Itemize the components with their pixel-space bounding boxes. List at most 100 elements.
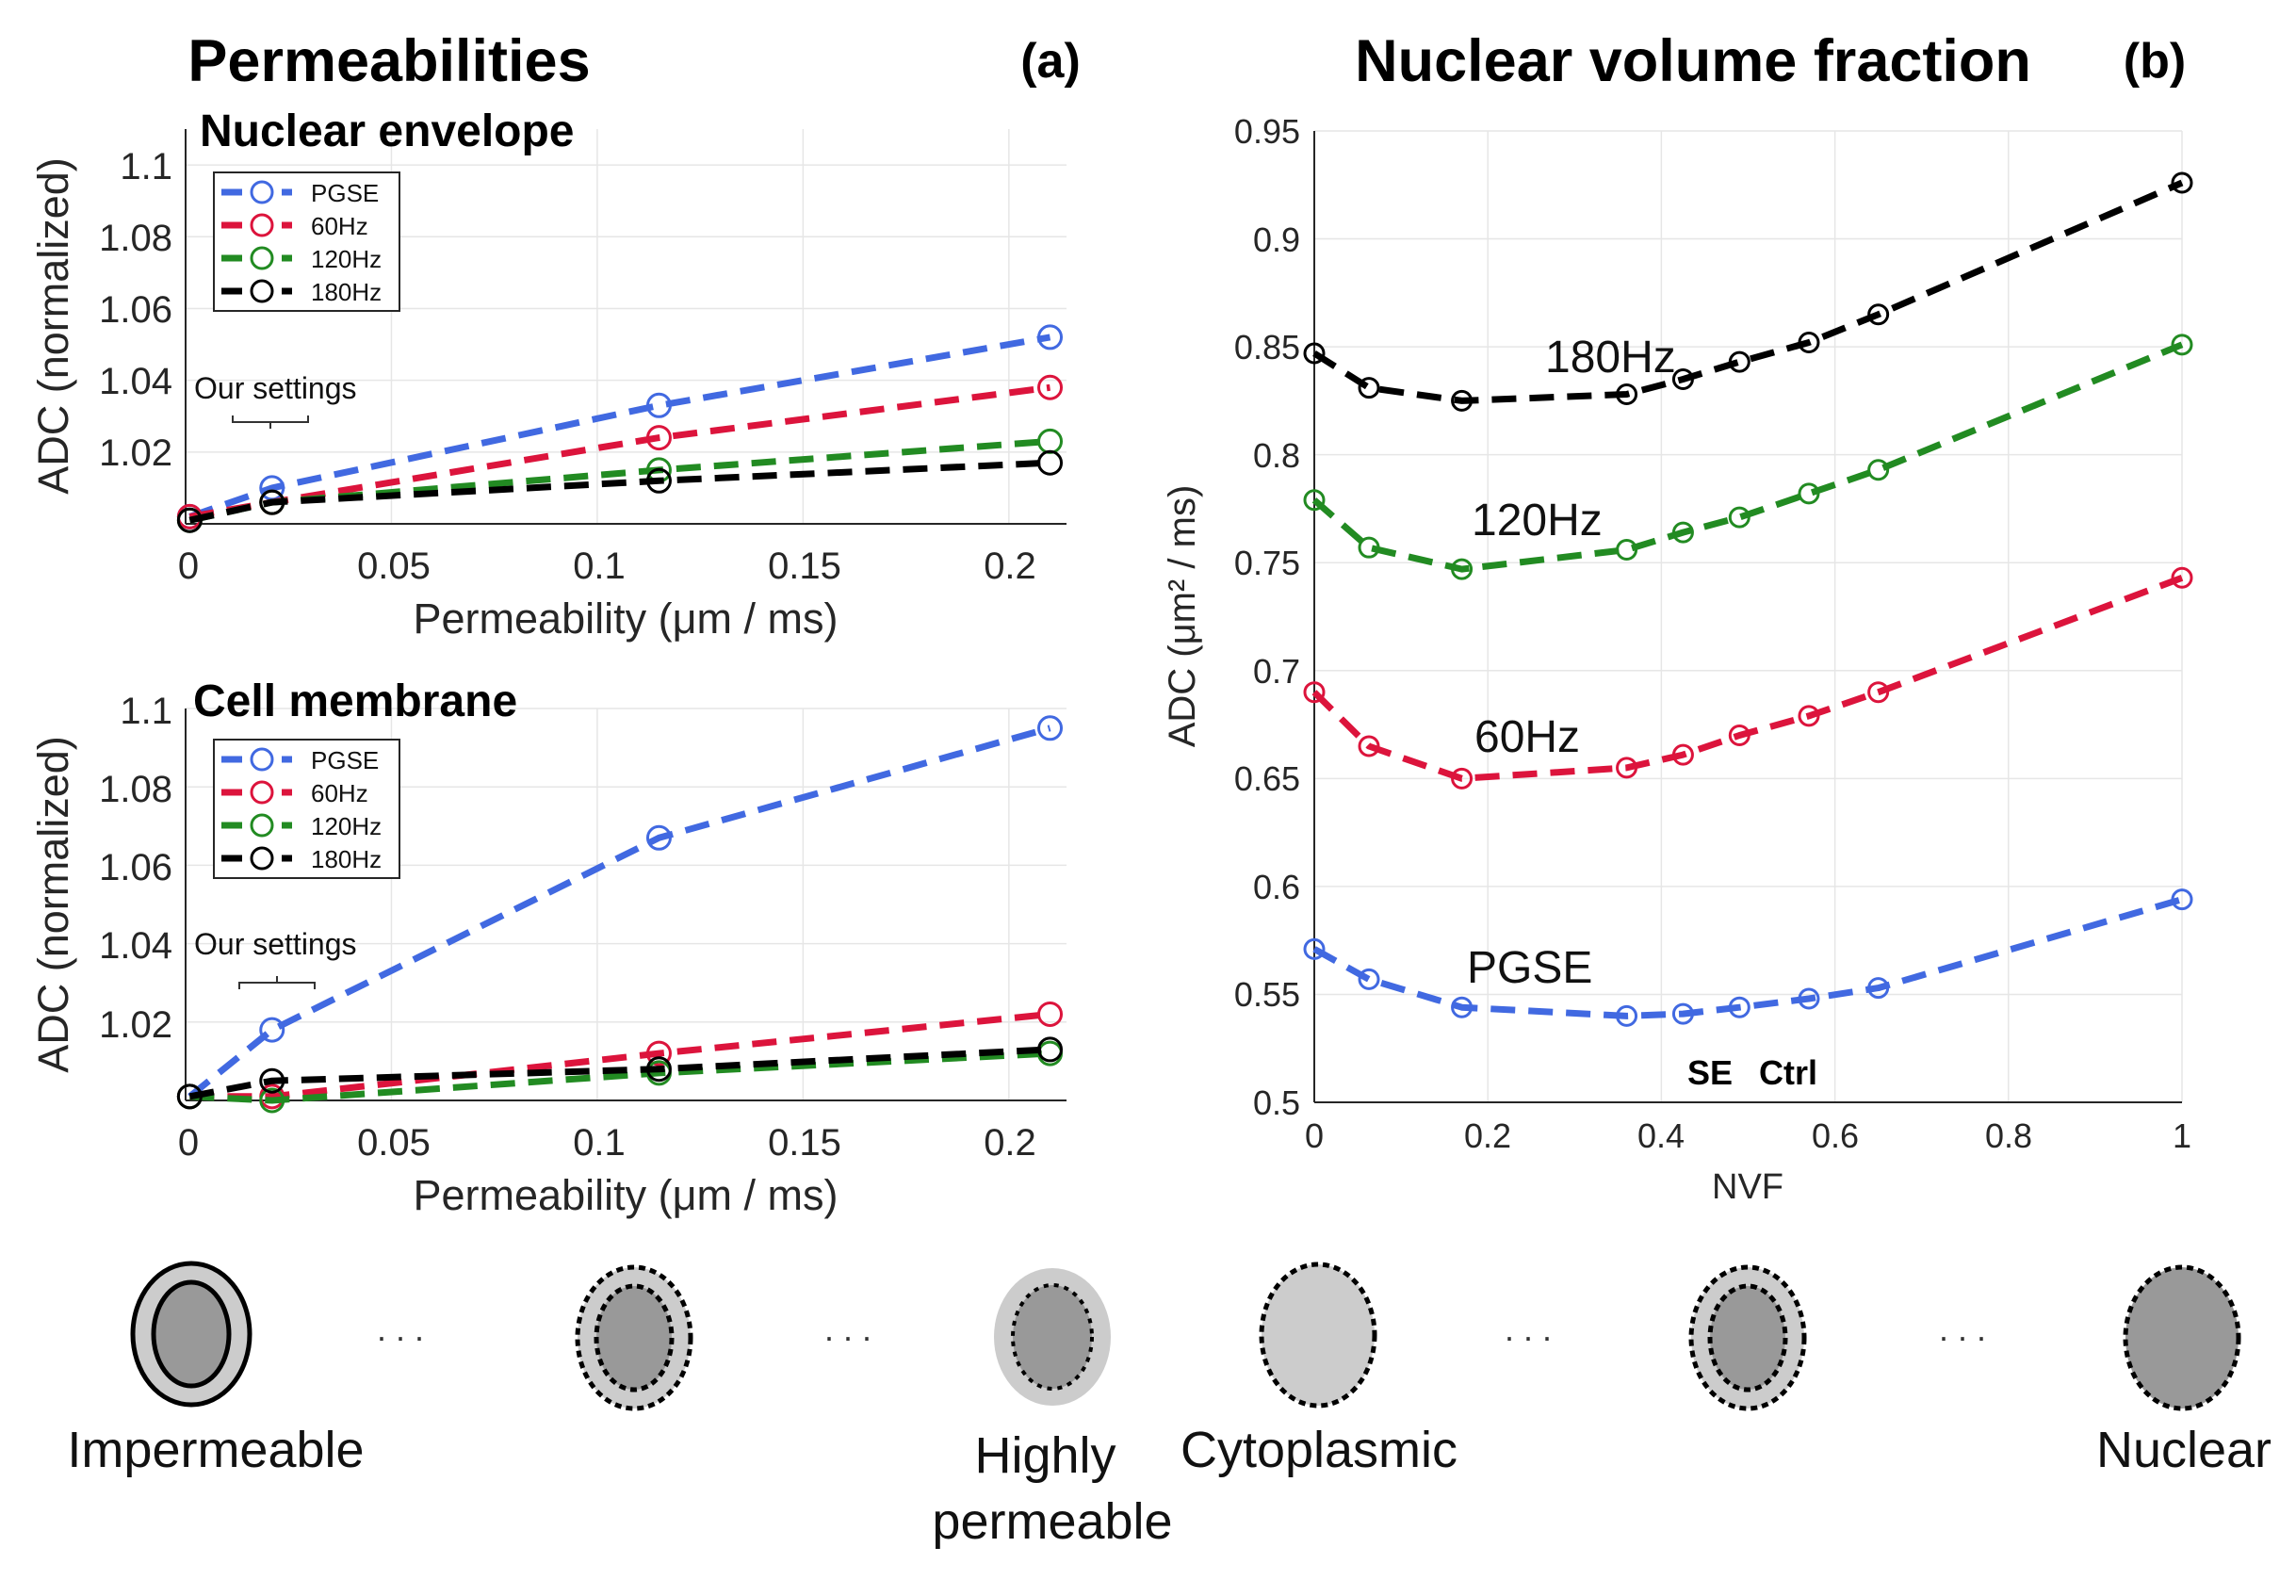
data-point-60hz (2171, 566, 2193, 589)
y-tick-label: 1.04 (99, 925, 172, 967)
x-tick-label: 0.15 (768, 546, 841, 587)
legend-entry: 60Hz (221, 212, 368, 240)
legend-label: 180Hz (311, 278, 382, 306)
x-tick-label: 0.15 (768, 1122, 841, 1164)
x-axis-label: Permeability (μm / ms) (414, 1171, 839, 1219)
data-point-pgse (1303, 937, 1326, 960)
y-tick-label: 0.7 (1253, 652, 1300, 691)
data-point-180hz (1451, 389, 1474, 412)
x-tick-label: 0.1 (573, 1122, 626, 1164)
series-line-pgse (187, 725, 1051, 1099)
y-tick-label: 0.6 (1253, 868, 1300, 906)
annotation-bracket (238, 976, 316, 989)
legend-marker (250, 246, 274, 270)
x-tick-label: 0.8 (1985, 1116, 2032, 1155)
y-tick-label: 0.75 (1234, 544, 1300, 582)
y-tick-label: 1.08 (99, 769, 172, 810)
data-point-pgse (645, 824, 672, 851)
data-point-180hz (645, 467, 672, 494)
y-tick-label: 1.02 (99, 432, 172, 474)
data-point-pgse (1451, 996, 1474, 1018)
ellipsis: . . . (1939, 1310, 1986, 1348)
ellipsis: . . . (1505, 1310, 1552, 1348)
our-settings-annotation: Our settings (194, 927, 357, 989)
legend-entry: 120Hz (221, 245, 382, 273)
legend-entry: 120Hz (221, 812, 382, 840)
legend-marker (250, 813, 274, 838)
panel-b-label: (b) (2124, 34, 2186, 89)
y-tick-label: 1.04 (99, 361, 172, 402)
series-line-180hz (1312, 179, 2184, 404)
y-tick-label: 0.65 (1234, 759, 1300, 798)
legend-box (213, 739, 400, 879)
data-point-120hz (1728, 506, 1750, 529)
data-point-60hz (1616, 757, 1638, 779)
data-point-60hz (1671, 743, 1694, 766)
legend-entry: PGSE (221, 746, 379, 774)
data-point-180hz (259, 489, 285, 515)
data-point-120hz (1451, 558, 1474, 580)
legend-marker (250, 279, 274, 303)
legend-label: 60Hz (311, 779, 368, 807)
data-point-pgse (259, 1017, 285, 1043)
x-tick-label: 0.2 (984, 546, 1036, 587)
data-point-60hz (1303, 681, 1326, 704)
label-highly-permeable-line2: permeable (932, 1493, 1172, 1550)
y-tick-label: 0.95 (1234, 112, 1300, 151)
data-point-pgse (2171, 888, 2193, 911)
data-point-60hz (645, 1040, 672, 1067)
series-label-pgse: PGSE (1467, 943, 1592, 993)
x-tick-label: 0.2 (1464, 1116, 1511, 1155)
data-point-pgse (1867, 977, 1890, 1000)
series-line-180hz (188, 1046, 1050, 1100)
legend-label: 120Hz (311, 812, 382, 840)
data-point-180hz (1728, 350, 1750, 373)
data-point-180hz (1037, 449, 1064, 476)
plot-cell-membrane: 0 0.05 0.1 0.15 0.2 1.02 1.04 1.06 1.08 … (29, 676, 1067, 1219)
data-point-pgse (1671, 1002, 1694, 1025)
legend-label: 120Hz (311, 245, 382, 273)
annotation-text: Our settings (194, 371, 357, 405)
legend-marker (250, 180, 274, 204)
label-highly-permeable-line1: Highly (974, 1427, 1115, 1484)
data-point-120hz (1867, 459, 1890, 481)
plot-nuclear-volume-fraction: 0 0.2 0.4 0.6 0.8 1 0.5 0.55 0.6 0.65 0.… (1162, 112, 2193, 1207)
data-point-120hz (1358, 536, 1380, 559)
y-ticks: 1.02 1.04 1.06 1.08 1.1 (99, 146, 172, 474)
data-point-180hz (1037, 1036, 1064, 1063)
marker-ctrl: Ctrl (1759, 1053, 1817, 1092)
data-point-60hz (1867, 681, 1890, 704)
data-point-180hz (1616, 383, 1638, 406)
panel-b-title: Nuclear volume fraction (1355, 28, 2031, 94)
x-tick-label: 0 (178, 546, 199, 587)
series-line-120hz (189, 1050, 1050, 1104)
y-axis-label: ADC (μm² / ms) (1162, 485, 1203, 748)
x-tick-label: 0.6 (1812, 1116, 1859, 1155)
data-point-180hz (1798, 332, 1820, 354)
data-point-120hz (2171, 334, 2193, 356)
label-nuclear: Nuclear (2096, 1422, 2272, 1478)
data-point-180hz (645, 1056, 672, 1083)
data-point-60hz (1728, 725, 1750, 747)
cell-impermeable-icon (130, 1261, 252, 1408)
subplot-title: Cell membrane (193, 676, 517, 726)
series-label-180hz: 180Hz (1545, 333, 1676, 383)
legend-marker (250, 846, 274, 871)
data-point-180hz (1867, 303, 1890, 326)
y-axis-label: ADC (normalized) (29, 736, 77, 1073)
y-tick-label: 1.06 (99, 847, 172, 888)
data-point-180hz (2171, 171, 2193, 194)
data-point-120hz (259, 1087, 285, 1114)
x-axis-label: NVF (1712, 1167, 1783, 1207)
legend-marker (250, 780, 274, 805)
series-line-180hz (188, 459, 1050, 524)
legend-label: PGSE (311, 746, 379, 774)
x-ticks: 0 0.05 0.1 0.15 0.2 (178, 1122, 1036, 1164)
x-ticks: 0 0.05 0.1 0.15 0.2 (178, 546, 1036, 587)
marker-se: SE (1687, 1053, 1733, 1092)
cell-semi-permeable-icon (575, 1264, 693, 1411)
legend: PGSE 60Hz 120Hz 180Hz (213, 171, 400, 312)
data-point-pgse (1358, 968, 1380, 990)
data-point-pgse (645, 392, 672, 418)
